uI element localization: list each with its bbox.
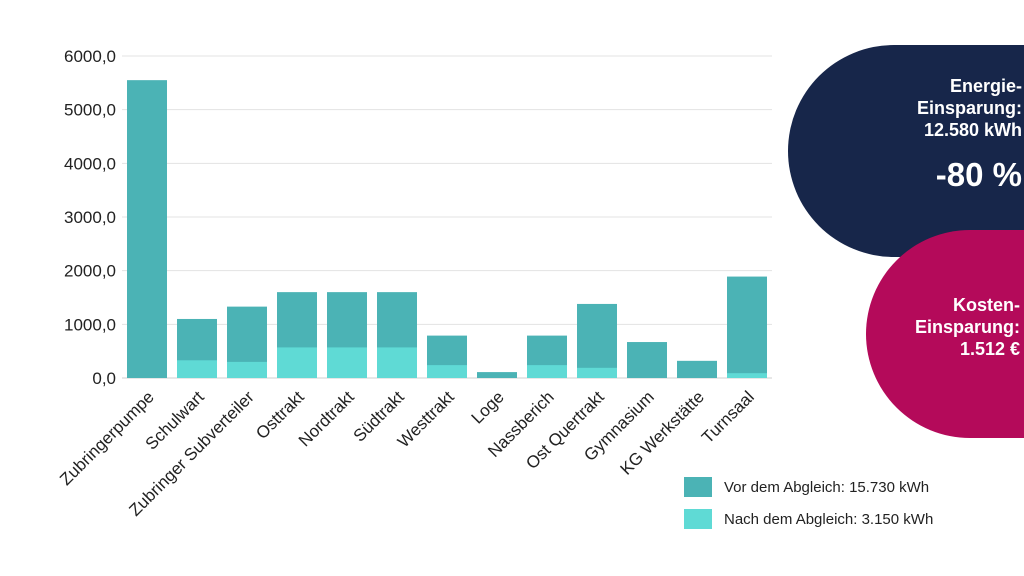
y-tick-label: 0,0 bbox=[92, 369, 116, 388]
legend: Vor dem Abgleich: 15.730 kWh Nach dem Ab… bbox=[684, 476, 933, 540]
cost-savings-value: 1.512 € bbox=[959, 339, 1020, 359]
bar-after-1 bbox=[177, 360, 217, 378]
cost-title-line1: Kosten- bbox=[953, 295, 1020, 315]
bar-after-3 bbox=[277, 347, 317, 378]
legend-swatch-before bbox=[684, 477, 712, 497]
y-tick-label: 4000,0 bbox=[64, 154, 116, 173]
y-tick-label: 6000,0 bbox=[64, 47, 116, 66]
x-tick-label: Nordtrakt bbox=[295, 387, 358, 450]
bar-before-9 bbox=[577, 303, 617, 378]
y-tick-label: 5000,0 bbox=[64, 101, 116, 120]
legend-label-before: Vor dem Abgleich: 15.730 kWh bbox=[724, 478, 930, 496]
bars bbox=[127, 80, 767, 379]
bar-after-6 bbox=[427, 365, 467, 378]
energy-savings-panel: Energie- Einsparung: 12.580 kWh -80 % bbox=[788, 45, 1024, 257]
energy-title-line2: Einsparung: bbox=[916, 98, 1022, 118]
bar-after-5 bbox=[377, 347, 417, 378]
bar-before-11 bbox=[677, 360, 717, 378]
legend-item-after: Nach dem Abgleich: 3.150 kWh bbox=[684, 508, 933, 530]
energy-savings-value: 12.580 kWh bbox=[923, 120, 1022, 140]
y-axis-ticks: 0,0 1000,0 2000,0 3000,0 4000,0 5000,0 6000,0 bbox=[64, 47, 116, 388]
grid-lines bbox=[122, 55, 772, 379]
x-tick-label: Turnsaal bbox=[698, 387, 758, 447]
legend-swatch-after bbox=[684, 509, 712, 529]
bar-before-7 bbox=[477, 372, 517, 378]
bar-after-8 bbox=[527, 365, 567, 378]
bar-after-4 bbox=[327, 347, 367, 378]
energy-savings-percent: -80 % bbox=[935, 156, 1022, 193]
legend-item-before: Vor dem Abgleich: 15.730 kWh bbox=[684, 476, 933, 498]
bar-before-10 bbox=[627, 342, 667, 378]
cost-savings-panel: Kosten- Einsparung: 1.512 € bbox=[866, 230, 1024, 438]
bar-after-9 bbox=[577, 367, 617, 378]
bar-after-12 bbox=[727, 373, 767, 378]
bar-before-0 bbox=[127, 80, 167, 379]
bar-chart: 0,01000,02000,03000,04000,05000,06000,0 … bbox=[56, 47, 772, 520]
cost-title-line2: Einsparung: bbox=[914, 317, 1020, 337]
energy-title-line1: Energie- bbox=[949, 76, 1022, 96]
y-tick-label: 1000,0 bbox=[64, 315, 116, 334]
bar-after-2 bbox=[227, 361, 267, 378]
y-tick-label: 3000,0 bbox=[64, 208, 116, 227]
legend-label-after: Nach dem Abgleich: 3.150 kWh bbox=[724, 510, 934, 528]
x-tick-label: Loge bbox=[468, 387, 508, 427]
cost-savings-text: Kosten- Einsparung: 1.512 € bbox=[915, 294, 1020, 360]
y-tick-label: 2000,0 bbox=[64, 262, 116, 281]
energy-savings-text: Energie- Einsparung: 12.580 kWh -80 % bbox=[917, 75, 1022, 195]
bar-before-12 bbox=[727, 276, 767, 378]
